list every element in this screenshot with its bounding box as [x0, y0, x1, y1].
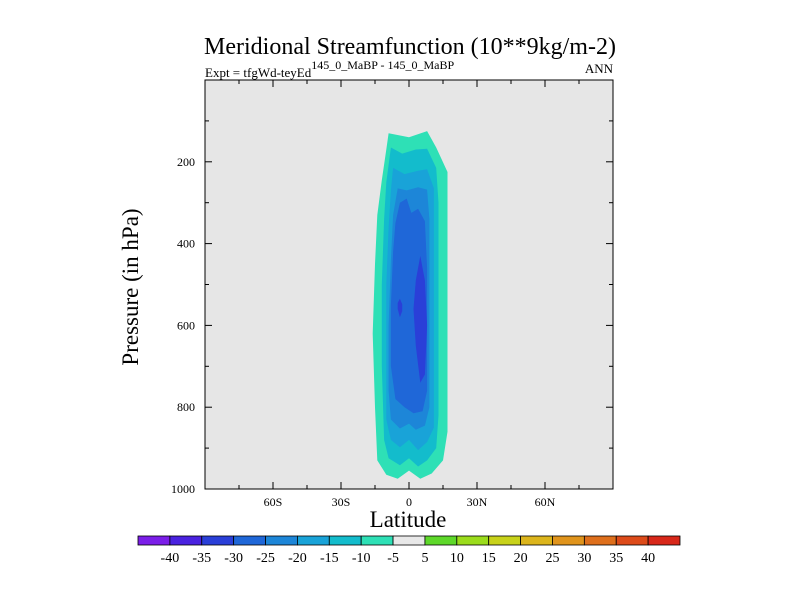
colorbar-label: 30 [577, 551, 591, 566]
colorbar-label: 20 [514, 551, 528, 566]
x-axis-title: Latitude [370, 507, 447, 532]
x-tick-label: 30S [332, 495, 351, 509]
colorbar-swatch [201, 535, 235, 546]
colorbar-label: 40 [641, 551, 655, 566]
colorbar-swatch [137, 535, 171, 546]
colorbar-swatch [424, 535, 458, 546]
chart-title: Meridional Streamfunction (10**9kg/m-2) [204, 34, 616, 60]
colorbar-label: 25 [545, 551, 559, 566]
colorbar-swatch [265, 535, 298, 546]
colorbar-swatch [647, 535, 681, 546]
colorbar-label: 10 [450, 551, 464, 566]
colorbar-label: -25 [256, 551, 275, 566]
colorbar: -40 -35 -30 -25 -20 -15 -10 -5 5 10 15 20 25 30 35 40 [137, 535, 681, 566]
colorbar-swatch [169, 535, 203, 546]
colorbar-label: 5 [421, 551, 428, 566]
y-tick-label: 800 [177, 400, 195, 414]
colorbar-label: -35 [192, 551, 211, 566]
colorbar-swatch [233, 535, 266, 546]
x-tick-label: 0 [406, 495, 412, 509]
contour-layer [372, 131, 448, 479]
colorbar-swatch [392, 535, 426, 546]
subtitle-experiment: Expt = tfgWd-teyEd [205, 65, 312, 80]
x-axis: 60S 30S 0 30N 60N [238, 80, 580, 509]
colorbar-swatch [615, 535, 649, 546]
colorbar-swatch [328, 535, 362, 546]
subtitle-experiment-superscript: 145_0_MaBP - 145_0_MaBP [311, 58, 454, 72]
y-axis: 200 400 600 800 1000 [171, 120, 613, 496]
contour-region-5 [413, 255, 428, 383]
colorbar-swatch [488, 535, 521, 546]
y-axis-title: Pressure (in hPa) [118, 208, 143, 365]
colorbar-label: -40 [161, 551, 180, 566]
y-tick-label: 200 [177, 155, 195, 169]
y-tick-label: 600 [177, 318, 195, 332]
colorbar-label: 15 [482, 551, 496, 566]
colorbar-swatch [520, 535, 553, 546]
y-tick-label: 400 [177, 237, 195, 251]
x-tick-label: 30N [467, 495, 488, 509]
colorbar-swatch [297, 535, 330, 546]
colorbar-label: -10 [352, 551, 371, 566]
contour-region-6 [397, 298, 403, 318]
colorbar-swatch [360, 535, 394, 546]
colorbar-label: -20 [288, 551, 307, 566]
colorbar-swatch [552, 535, 585, 546]
y-tick-label: 1000 [171, 482, 195, 496]
subtitle-season: ANN [585, 61, 614, 76]
colorbar-label: 35 [609, 551, 623, 566]
colorbar-swatch [583, 535, 617, 546]
colorbar-label: -30 [224, 551, 243, 566]
colorbar-label: -15 [320, 551, 339, 566]
x-tick-label: 60S [264, 495, 283, 509]
subtitle-left: Expt = tfgWd-teyEd145_0_MaBP - 145_0_MaB… [205, 58, 454, 80]
x-tick-label: 60N [535, 495, 556, 509]
colorbar-label: -5 [387, 551, 399, 566]
colorbar-swatch [456, 535, 490, 546]
